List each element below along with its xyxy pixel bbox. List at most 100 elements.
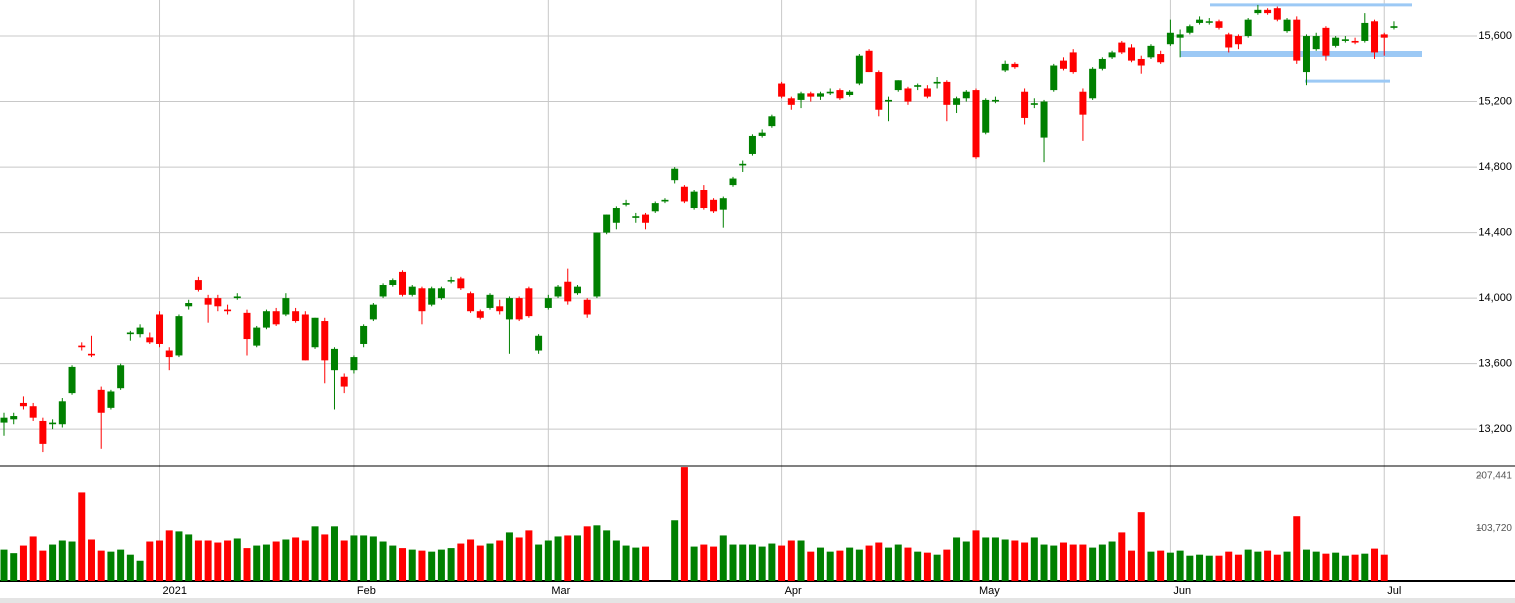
volume-bar xyxy=(525,530,533,581)
candle-body xyxy=(544,298,552,308)
y-tick-label: 14,800 xyxy=(1478,161,1512,173)
volume-bar xyxy=(29,536,37,581)
candle-body xyxy=(78,345,86,348)
volume-bar xyxy=(729,544,737,581)
candle-body xyxy=(428,288,436,305)
volume-bar xyxy=(204,540,212,581)
volume-bar xyxy=(836,550,844,581)
candle-body xyxy=(1273,8,1281,20)
volume-bar xyxy=(107,551,115,581)
volume-bar xyxy=(1380,554,1388,581)
candle-body xyxy=(330,348,338,371)
volume-bar xyxy=(554,536,562,581)
volume-bar xyxy=(1157,550,1165,581)
candle-body xyxy=(642,214,650,223)
volume-bar xyxy=(739,544,747,581)
candle-body xyxy=(807,93,815,97)
volume-bar xyxy=(1011,540,1019,581)
volume-bar xyxy=(1361,553,1369,581)
volume-bar xyxy=(632,547,640,581)
candle-body xyxy=(360,325,368,344)
volume-bar xyxy=(515,537,523,581)
volume-bar xyxy=(369,536,377,581)
volume-bar xyxy=(904,547,912,581)
candle-body xyxy=(1302,36,1310,73)
y-tick-label: 14,000 xyxy=(1478,292,1512,304)
candle-body xyxy=(846,91,854,96)
candle-body xyxy=(39,420,47,444)
volume-bar xyxy=(1176,550,1184,581)
candle-body xyxy=(1361,22,1369,41)
candle-body xyxy=(1225,34,1233,48)
candle-body xyxy=(389,280,397,286)
candle-body xyxy=(826,91,834,94)
volume-bar xyxy=(19,545,27,581)
volume-bar xyxy=(797,540,805,581)
volume-bar xyxy=(1254,551,1262,581)
candle-body xyxy=(437,288,445,299)
volume-bar xyxy=(262,544,270,581)
volume-bar xyxy=(573,535,581,581)
candle-body xyxy=(29,406,37,418)
y-tick-label: 13,600 xyxy=(1478,358,1512,370)
candle-body xyxy=(408,286,416,295)
candle-body xyxy=(19,402,27,407)
candle-body xyxy=(603,214,611,233)
candle-body xyxy=(1351,40,1359,43)
candle-body xyxy=(651,203,659,212)
volume-bar xyxy=(97,550,105,581)
candle-body xyxy=(1147,45,1155,58)
volume-bar xyxy=(194,540,202,581)
candle-body xyxy=(204,298,212,305)
volume-bar xyxy=(826,551,834,581)
candle-body xyxy=(953,98,961,105)
candle-body xyxy=(1264,9,1272,14)
candle-body xyxy=(982,99,990,133)
y-tick-label: 14,400 xyxy=(1478,226,1512,238)
volume-bar xyxy=(389,545,397,581)
candle-body xyxy=(1089,68,1097,99)
candle-body xyxy=(301,314,309,361)
candle-body xyxy=(165,350,173,358)
candle-body xyxy=(1030,103,1038,105)
volume-bar xyxy=(1098,544,1106,581)
candle-body xyxy=(117,365,125,389)
volume-bar xyxy=(350,535,358,581)
volume-bar xyxy=(1137,512,1145,581)
candle-body xyxy=(1137,58,1145,66)
volume-bar xyxy=(1166,552,1174,581)
candle-body xyxy=(962,91,970,99)
candle-body xyxy=(224,309,232,312)
volume-bar xyxy=(185,534,193,581)
volume-bar xyxy=(233,538,241,581)
volume-bar xyxy=(1264,550,1272,581)
candle-body xyxy=(797,93,805,100)
y2-tick-label: 103,720 xyxy=(1476,523,1513,534)
volume-bar xyxy=(855,549,863,581)
x-tick-label: Jul xyxy=(1387,585,1401,597)
candle-body xyxy=(68,366,76,394)
x-tick-label: Jun xyxy=(1173,585,1191,597)
candle-body xyxy=(1176,34,1184,38)
volume-bar xyxy=(1341,555,1349,581)
candle-body xyxy=(447,280,455,282)
volume-bar xyxy=(78,492,86,581)
candle-body xyxy=(535,335,543,351)
candle-body xyxy=(1079,91,1087,115)
volume-bar xyxy=(1147,551,1155,581)
candle-body xyxy=(554,286,562,297)
volume-bar xyxy=(622,545,630,581)
candle-body xyxy=(321,321,329,361)
candle-body xyxy=(1390,26,1398,28)
volume-bar xyxy=(428,551,436,581)
volume-bar xyxy=(593,525,601,581)
volume-bar xyxy=(214,542,222,581)
candle-body xyxy=(661,199,669,202)
volume-bar xyxy=(1322,553,1330,581)
volume-bar xyxy=(700,544,708,581)
candle-body xyxy=(515,298,523,320)
volume-bar xyxy=(544,540,552,581)
candle-body xyxy=(1322,27,1330,56)
candle-body xyxy=(1371,21,1379,53)
candle-body xyxy=(1021,91,1029,118)
